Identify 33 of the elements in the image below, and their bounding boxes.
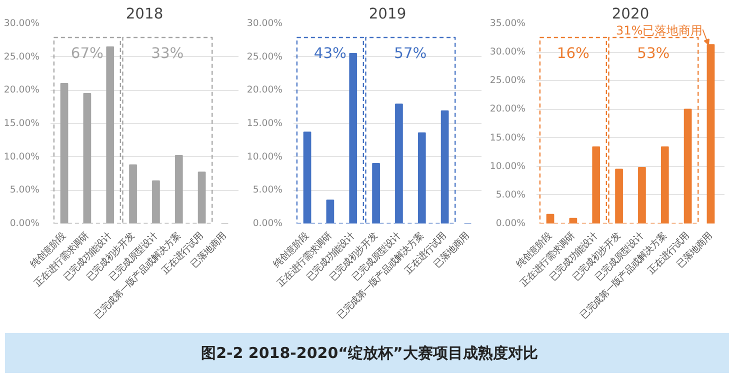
annotation: 16% (556, 45, 590, 62)
y-tick-label: 10.00% (246, 151, 283, 162)
annotation: 43% (314, 45, 347, 62)
y-tick-label: 5.00% (252, 184, 283, 196)
y-tick-label: 15.00% (246, 118, 283, 129)
y-tick-label: 30.00% (490, 46, 526, 58)
y-tick-label: 20.00% (4, 84, 40, 96)
y-tick-label: 25.00% (246, 51, 283, 62)
y-tick-label: 0.00% (10, 218, 40, 229)
y-tick-label: 35.00% (490, 18, 526, 29)
chart-title: 2020 (612, 6, 650, 22)
annotation: 31%已落地商用 (616, 24, 703, 38)
y-tick-label: 0.00% (496, 218, 526, 229)
y-tick-label: 15.00% (490, 132, 526, 144)
y-tick-label: 25.00% (4, 51, 40, 62)
y-tick-label: 25.00% (490, 75, 526, 86)
y-tick-label: 10.00% (490, 160, 526, 172)
y-tick-label: 15.00% (4, 118, 40, 129)
caption: 图2-2 2018-2020“绽放杯”大赛项目成熟度对比 (201, 343, 538, 364)
chart-title: 2019 (368, 6, 406, 22)
y-tick-label: 5.00% (496, 189, 526, 200)
y-tick-label: 30.00% (4, 18, 40, 29)
y-tick-label: 20.00% (246, 84, 283, 96)
annotation: 53% (637, 45, 670, 62)
y-tick-label: 0.00% (252, 218, 283, 229)
annotation: 67% (70, 45, 104, 62)
y-tick-label: 30.00% (246, 18, 283, 29)
chart-title: 2018 (126, 6, 164, 22)
y-tick-label: 5.00% (10, 184, 40, 196)
annotation: 33% (151, 45, 184, 62)
y-tick-label: 20.00% (490, 104, 526, 115)
y-tick-label: 10.00% (4, 151, 40, 162)
annotation: 57% (394, 45, 427, 62)
